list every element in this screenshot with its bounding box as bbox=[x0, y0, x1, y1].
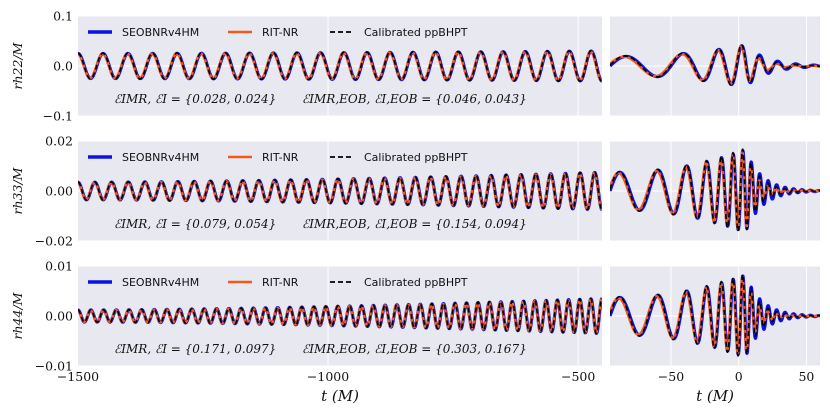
y-tick-label: −0.02 bbox=[35, 234, 73, 249]
series-calibrated-ppbhpt bbox=[610, 44, 820, 86]
legend: SEOBNRv4HM RIT-NR Calibrated ppBHPT bbox=[88, 151, 468, 164]
annotation-imr-error: ℰIMR, ℰI = {0.079, 0.054} bbox=[114, 217, 276, 231]
waveforms bbox=[610, 273, 820, 357]
legend-label: RIT-NR bbox=[262, 276, 299, 289]
legend: SEOBNRv4HM RIT-NR Calibrated ppBHPT bbox=[88, 276, 468, 289]
y-axis-label: rh44/M bbox=[10, 291, 25, 339]
y-tick-label: 0.01 bbox=[45, 259, 73, 274]
legend-label: Calibrated ppBHPT bbox=[364, 151, 468, 164]
legend-label: RIT-NR bbox=[262, 26, 299, 39]
grid bbox=[78, 15, 602, 117]
x-axis-label: t (M) bbox=[321, 387, 359, 405]
annotation-eob-error: ℰIMR,EOB, ℰI,EOB = {0.046, 0.043} bbox=[302, 92, 527, 106]
panel-0-merger bbox=[610, 15, 820, 117]
grid bbox=[610, 265, 820, 367]
x-tick-label: −1500 bbox=[57, 369, 99, 384]
legend-label: RIT-NR bbox=[262, 151, 299, 164]
legend-label: SEOBNRv4HM bbox=[122, 276, 199, 289]
legend-label: Calibrated ppBHPT bbox=[364, 276, 468, 289]
series-calibrated-ppbhpt bbox=[610, 273, 820, 357]
annotation-eob-error: ℰIMR,EOB, ℰI,EOB = {0.154, 0.094} bbox=[302, 217, 527, 231]
annotation-imr-error: ℰIMR, ℰI = {0.171, 0.097} bbox=[114, 342, 276, 356]
x-tick-label: −500 bbox=[561, 369, 595, 384]
waveforms bbox=[78, 170, 602, 212]
y-axis-label: rh33/M bbox=[10, 166, 25, 214]
waveforms bbox=[610, 148, 820, 232]
x-tick-label: 0 bbox=[735, 369, 743, 384]
annotation-imr-error: ℰIMR, ℰI = {0.028, 0.024} bbox=[114, 92, 276, 106]
series-rit-nr bbox=[610, 150, 820, 230]
x-tick-label: −50 bbox=[658, 369, 684, 384]
waveforms bbox=[78, 49, 602, 83]
x-tick-label: −1000 bbox=[307, 369, 349, 384]
y-tick-label: −0.01 bbox=[35, 359, 73, 374]
panel-1-inspiral: 0.02 0.00 −0.02 SEOBNRv4HM RIT-NR Calibrated … bbox=[10, 134, 602, 249]
waveforms bbox=[610, 44, 820, 87]
y-tick-label: 0.00 bbox=[45, 309, 73, 324]
panels-layer: 0.1 0.0 −0.1 SEOBNRv4HM RIT-NR Calibrated ppB… bbox=[10, 9, 820, 405]
panel-2-merger: −50 0 50 t (M) bbox=[610, 265, 820, 405]
y-tick-label: 0.1 bbox=[53, 9, 73, 24]
y-axis-label: rh22/M bbox=[10, 41, 25, 89]
legend-label: Calibrated ppBHPT bbox=[364, 26, 468, 39]
waveforms bbox=[78, 297, 602, 335]
x-axis-label: t (M) bbox=[696, 387, 734, 405]
series-calibrated-ppbhpt bbox=[610, 148, 820, 232]
y-tick-label: 0.0 bbox=[53, 59, 73, 74]
legend-label: SEOBNRv4HM bbox=[122, 26, 199, 39]
x-tick-label: 50 bbox=[798, 369, 814, 384]
y-tick-label: −0.1 bbox=[43, 109, 73, 124]
panel-2-inspiral: 0.01 0.00 −0.01 SEOBNRv4HM RIT-NR Calibrated … bbox=[10, 259, 602, 405]
legend: SEOBNRv4HM RIT-NR Calibrated ppBHPT bbox=[88, 26, 468, 39]
series-calibrated-ppbhpt bbox=[78, 297, 602, 335]
y-tick-label: 0.02 bbox=[45, 134, 73, 149]
grid bbox=[610, 140, 820, 242]
panel-1-merger bbox=[610, 140, 820, 242]
y-tick-label: 0.00 bbox=[45, 184, 73, 199]
series-calibrated-ppbhpt bbox=[78, 50, 602, 83]
series-calibrated-ppbhpt bbox=[78, 171, 602, 211]
annotation-eob-error: ℰIMR,EOB, ℰI,EOB = {0.303, 0.167} bbox=[302, 342, 527, 356]
legend-label: SEOBNRv4HM bbox=[122, 151, 199, 164]
panel-0-inspiral: 0.1 0.0 −0.1 SEOBNRv4HM RIT-NR Calibrated ppB… bbox=[10, 9, 602, 124]
